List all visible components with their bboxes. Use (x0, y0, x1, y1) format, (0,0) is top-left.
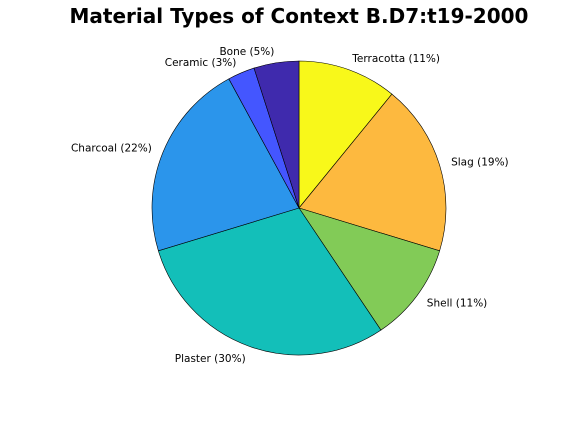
pie-label-slag: Slag (19%) (451, 157, 509, 169)
pie-label-plaster: Plaster (30%) (175, 353, 246, 365)
pie-label-ceramic: Ceramic (3%) (165, 57, 237, 69)
pie-slice-charcoal (151, 78, 300, 252)
pie-labels: Terracotta (11%) Slag (19%) Shell (11%) Pla… (71, 46, 509, 365)
pie-label-shell: Shell (11%) (427, 298, 487, 310)
pie-label-charcoal: Charcoal (22%) (71, 143, 152, 155)
pie-slices (151, 60, 447, 356)
chart-title: Material Types of Context B.D7:t19-2000 (70, 4, 529, 28)
pie-slice-bone (253, 60, 300, 209)
pie-label-bone: Bone (5%) (219, 46, 274, 58)
pie-label-terracotta: Terracotta (11%) (351, 53, 440, 65)
pie-slice-slag (298, 93, 447, 252)
pie-slice-shell (298, 207, 441, 331)
pie-slice-plaster (157, 207, 382, 356)
pie-slice-terracotta (298, 60, 393, 209)
